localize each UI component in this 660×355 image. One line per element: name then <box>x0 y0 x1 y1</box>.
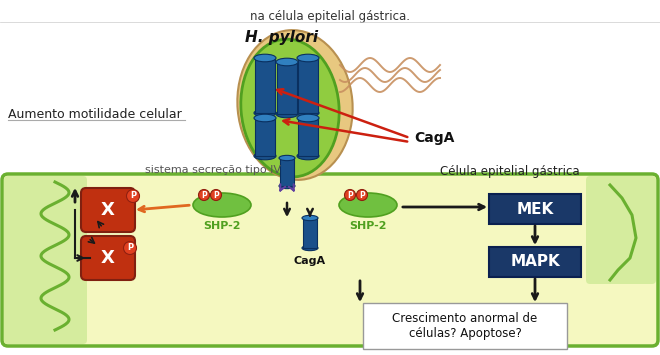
Ellipse shape <box>279 155 295 161</box>
FancyBboxPatch shape <box>2 174 658 346</box>
FancyBboxPatch shape <box>489 247 581 277</box>
Text: X: X <box>101 201 115 219</box>
FancyBboxPatch shape <box>586 176 656 284</box>
Ellipse shape <box>211 190 222 201</box>
Ellipse shape <box>254 54 276 62</box>
Text: P: P <box>213 191 219 200</box>
Ellipse shape <box>356 190 368 201</box>
Text: Aumento motilidade celular: Aumento motilidade celular <box>8 108 182 121</box>
Bar <box>280 158 294 186</box>
Ellipse shape <box>254 152 276 160</box>
FancyBboxPatch shape <box>363 303 567 349</box>
Bar <box>298 118 318 156</box>
Ellipse shape <box>279 183 295 189</box>
FancyBboxPatch shape <box>81 236 135 280</box>
Ellipse shape <box>241 39 339 177</box>
Ellipse shape <box>193 193 251 217</box>
Bar <box>255 118 275 156</box>
Ellipse shape <box>302 245 318 251</box>
FancyBboxPatch shape <box>81 188 135 232</box>
Ellipse shape <box>254 114 276 122</box>
FancyBboxPatch shape <box>4 176 87 344</box>
Bar <box>298 58 318 113</box>
Ellipse shape <box>297 109 319 117</box>
Text: Célula epitelial gástrica: Célula epitelial gástrica <box>440 165 579 178</box>
Text: sistema secreção tipo IV: sistema secreção tipo IV <box>145 165 281 175</box>
Text: P: P <box>347 191 353 200</box>
Ellipse shape <box>302 215 318 221</box>
Text: P: P <box>201 191 207 200</box>
Ellipse shape <box>199 190 209 201</box>
Text: MEK: MEK <box>516 202 554 217</box>
Text: CagA: CagA <box>414 131 454 145</box>
Ellipse shape <box>238 30 352 180</box>
Ellipse shape <box>127 190 139 202</box>
Text: SHP-2: SHP-2 <box>349 221 387 231</box>
Bar <box>255 58 275 113</box>
Text: MAPK: MAPK <box>510 255 560 269</box>
Ellipse shape <box>276 58 298 66</box>
Bar <box>277 62 297 114</box>
Text: CagA: CagA <box>294 256 326 266</box>
Text: X: X <box>101 249 115 267</box>
Ellipse shape <box>339 193 397 217</box>
Ellipse shape <box>276 110 298 118</box>
Ellipse shape <box>297 114 319 122</box>
Text: P: P <box>359 191 365 200</box>
Bar <box>303 218 317 248</box>
Ellipse shape <box>254 109 276 117</box>
Text: P: P <box>130 191 136 201</box>
Text: na célula epitelial gástrica.: na célula epitelial gástrica. <box>250 10 410 23</box>
Text: Crescimento anormal de
células? Apoptose?: Crescimento anormal de células? Apoptose… <box>393 312 538 340</box>
Ellipse shape <box>297 54 319 62</box>
Ellipse shape <box>297 152 319 160</box>
FancyBboxPatch shape <box>489 194 581 224</box>
Ellipse shape <box>123 241 137 255</box>
Text: SHP-2: SHP-2 <box>203 221 241 231</box>
Text: P: P <box>127 244 133 252</box>
Ellipse shape <box>345 190 356 201</box>
Text: H. pylori: H. pylori <box>246 30 319 45</box>
